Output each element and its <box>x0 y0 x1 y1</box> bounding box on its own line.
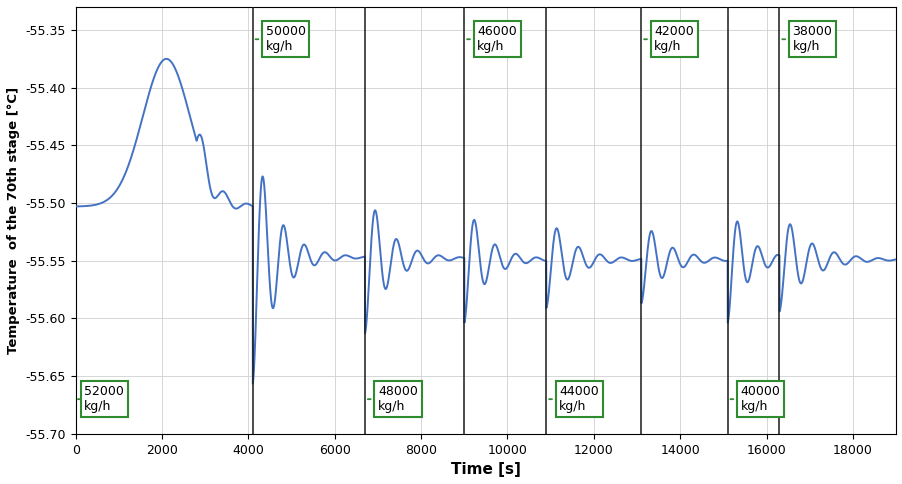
Text: 52000
kg/h: 52000 kg/h <box>78 385 124 413</box>
Text: 50000
kg/h: 50000 kg/h <box>255 25 306 53</box>
Text: 42000
kg/h: 42000 kg/h <box>643 25 694 53</box>
Text: 48000
kg/h: 48000 kg/h <box>367 385 418 413</box>
X-axis label: Time [s]: Time [s] <box>450 462 520 477</box>
Text: 44000
kg/h: 44000 kg/h <box>548 385 598 413</box>
Text: 38000
kg/h: 38000 kg/h <box>781 25 832 53</box>
Y-axis label: Temperature  of the 70th stage [°C]: Temperature of the 70th stage [°C] <box>7 87 20 354</box>
Text: 40000
kg/h: 40000 kg/h <box>730 385 779 413</box>
Text: 46000
kg/h: 46000 kg/h <box>466 25 517 53</box>
